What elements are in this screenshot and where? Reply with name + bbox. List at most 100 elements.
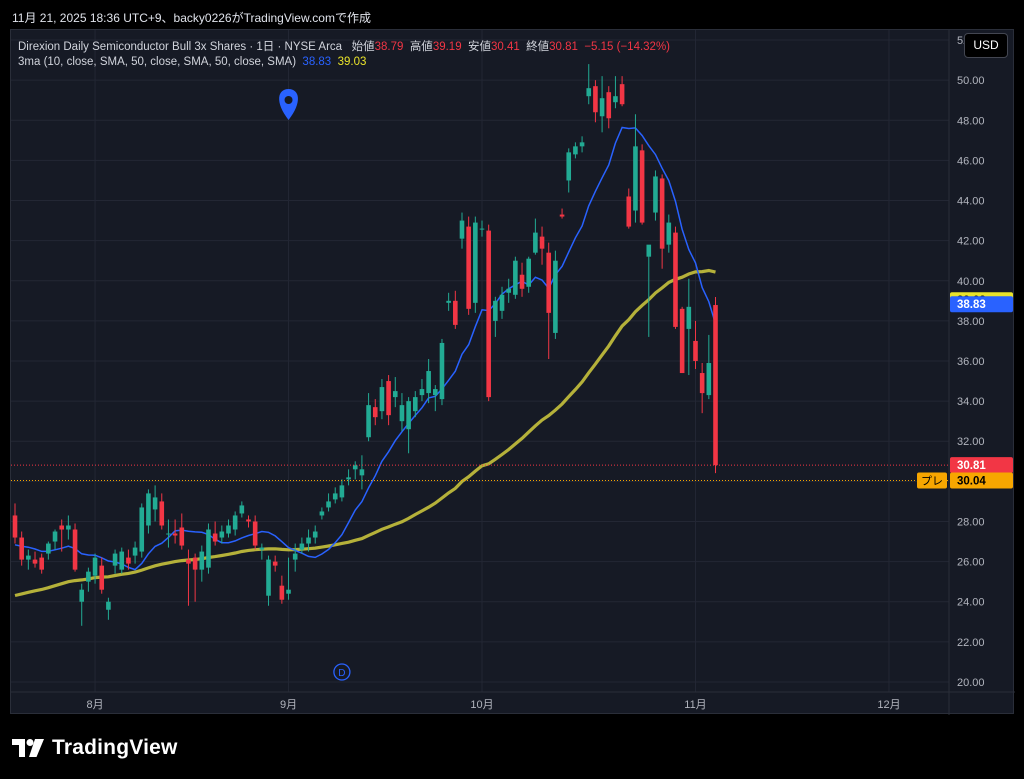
candle-body bbox=[486, 230, 491, 398]
price-label-text: 30.81 bbox=[957, 460, 986, 472]
chart-caption: 11月 21, 2025 18:36 UTC+9、backy0226がTradi… bbox=[12, 11, 371, 25]
candle-body bbox=[192, 557, 198, 570]
candle-body bbox=[12, 515, 18, 538]
candle-body bbox=[212, 533, 218, 542]
high-label: 高値 bbox=[409, 41, 433, 53]
candle-body bbox=[479, 228, 485, 230]
candle-body bbox=[186, 559, 191, 564]
candle-body bbox=[172, 533, 178, 536]
y-tick-label: 34.00 bbox=[957, 396, 985, 408]
candle-body bbox=[626, 196, 632, 227]
candle-body bbox=[79, 589, 85, 602]
candle-body bbox=[352, 465, 358, 470]
tradingview-logo[interactable]: TradingView bbox=[12, 735, 178, 761]
candle-body bbox=[566, 152, 572, 181]
candle-body bbox=[619, 84, 625, 105]
candle-body bbox=[386, 381, 391, 416]
candle-body bbox=[312, 531, 318, 538]
indicator-name[interactable]: 3ma (10, close, SMA, 50, close, SMA, 50,… bbox=[18, 56, 297, 68]
candle-body bbox=[513, 260, 518, 295]
candle-body bbox=[426, 371, 431, 394]
candle-body bbox=[573, 146, 578, 155]
candle-body bbox=[226, 525, 231, 534]
candle-body bbox=[66, 525, 71, 530]
candle-body bbox=[613, 96, 618, 103]
y-tick-label: 22.00 bbox=[957, 637, 985, 649]
premarket-tag-text: プレ bbox=[921, 475, 943, 488]
currency-button[interactable]: USD bbox=[964, 33, 1008, 58]
candle-body bbox=[599, 98, 605, 117]
candle-body bbox=[52, 531, 58, 542]
candle-body bbox=[686, 306, 692, 329]
candle-body bbox=[519, 274, 525, 289]
candle-body bbox=[32, 559, 38, 564]
price-label-text: 30.04 bbox=[957, 476, 986, 488]
candle-body bbox=[259, 547, 265, 550]
y-tick-label: 36.00 bbox=[957, 356, 985, 368]
candle-body bbox=[159, 501, 165, 526]
candle-body bbox=[266, 559, 271, 596]
candle-body bbox=[59, 525, 65, 530]
low-value: 30.41 bbox=[490, 41, 520, 53]
price-label-text: 38.83 bbox=[957, 299, 986, 311]
high-value: 39.19 bbox=[432, 41, 462, 53]
price-label-box bbox=[950, 296, 1013, 313]
x-tick-label: 11月 bbox=[684, 699, 706, 711]
ma2-value: 39.03 bbox=[337, 56, 367, 68]
price-label-box bbox=[950, 472, 1013, 489]
candle-body bbox=[119, 551, 125, 570]
candle-body bbox=[473, 222, 478, 303]
candle-body bbox=[553, 260, 558, 333]
y-tick-label: 46.00 bbox=[957, 155, 985, 167]
candle-body bbox=[26, 555, 31, 560]
candle-body bbox=[166, 533, 171, 535]
ma1-value: 38.83 bbox=[302, 56, 332, 68]
candle-body bbox=[539, 236, 545, 249]
candle-body bbox=[579, 142, 585, 147]
candle-body bbox=[493, 300, 498, 321]
chart-panel[interactable]: 20.0022.0024.0026.0028.0030.0032.0034.00… bbox=[10, 29, 1015, 715]
price-chart[interactable]: 20.0022.0024.0026.0028.0030.0032.0034.00… bbox=[11, 30, 1015, 715]
candle-body bbox=[559, 214, 565, 217]
candle-body bbox=[673, 232, 678, 327]
y-tick-label: 38.00 bbox=[957, 316, 985, 328]
close-value: 30.81 bbox=[549, 41, 578, 53]
candle-body bbox=[372, 407, 378, 418]
candle-body bbox=[286, 589, 291, 594]
symbol-name[interactable]: Direxion Daily Semiconductor Bull 3x Sha… bbox=[18, 41, 343, 53]
candle-body bbox=[246, 519, 251, 522]
candle-body bbox=[586, 88, 592, 97]
y-tick-label: 44.00 bbox=[957, 196, 985, 208]
candle-body bbox=[19, 537, 24, 560]
candle-body bbox=[446, 300, 451, 303]
premarket-tag-box bbox=[917, 472, 947, 489]
candle-body bbox=[593, 86, 598, 113]
change-value: −5.15 (−14.32%) bbox=[584, 41, 670, 53]
candle-body bbox=[526, 258, 532, 287]
candle-body bbox=[299, 543, 305, 550]
candle-body bbox=[453, 300, 458, 325]
open-label: 始値 bbox=[351, 41, 375, 53]
candle-body bbox=[239, 505, 245, 514]
candle-body bbox=[139, 507, 145, 552]
y-tick-label: 48.00 bbox=[957, 115, 985, 127]
candle-body bbox=[92, 557, 98, 576]
candle-body bbox=[406, 401, 411, 430]
close-label: 終値 bbox=[526, 41, 550, 53]
candle-body bbox=[693, 340, 698, 361]
candle-body bbox=[339, 485, 345, 498]
candle-body bbox=[106, 601, 111, 610]
dividend-marker-label: D bbox=[338, 668, 345, 679]
candle-body bbox=[132, 547, 138, 556]
candle-body bbox=[326, 501, 331, 508]
candle-body bbox=[546, 252, 552, 313]
legend-symbol-row[interactable]: Direxion Daily Semiconductor Bull 3x Sha… bbox=[18, 38, 670, 54]
candle-body bbox=[466, 226, 471, 309]
legend-indicator-row[interactable]: 3ma (10, close, SMA, 50, close, SMA, 50,… bbox=[18, 56, 366, 68]
candle-body bbox=[292, 553, 298, 560]
open-value: 38.79 bbox=[374, 41, 404, 53]
y-tick-label: 40.00 bbox=[957, 276, 985, 288]
candle-body bbox=[679, 308, 685, 374]
candle-body bbox=[279, 585, 285, 600]
x-tick-label: 8月 bbox=[86, 699, 103, 711]
